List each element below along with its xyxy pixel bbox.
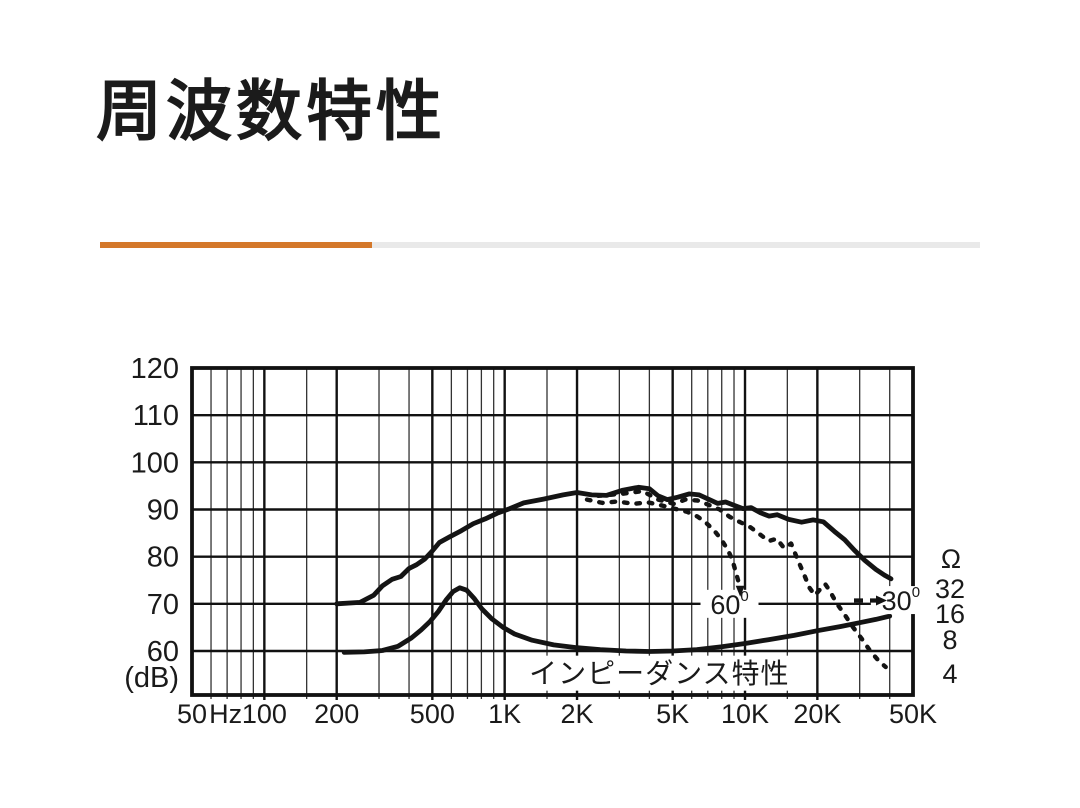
divider bbox=[100, 242, 980, 248]
ohm-axis-unit: Ω bbox=[941, 544, 961, 574]
x-tick-label: 20K bbox=[793, 699, 841, 729]
x-tick-label: 50K bbox=[889, 699, 937, 729]
y-tick-label: 70 bbox=[147, 589, 179, 621]
impedance-label-bg bbox=[527, 655, 792, 691]
x-tick-label: 1K bbox=[488, 699, 521, 729]
x-tick-label: 500 bbox=[410, 699, 455, 729]
deg30-arrow bbox=[876, 595, 887, 606]
y-tick-label: 60 bbox=[147, 636, 179, 668]
ohm-tick-label: 32 bbox=[935, 574, 965, 604]
plot-border bbox=[190, 366, 915, 697]
curve-60deg-response bbox=[584, 497, 743, 591]
ohm-tick-label: 4 bbox=[942, 659, 957, 689]
y-tick-label: 100 bbox=[131, 447, 179, 479]
y-tick-label: 80 bbox=[147, 542, 179, 574]
y-tick-label: 90 bbox=[147, 495, 179, 527]
y-tick-label: 120 bbox=[131, 353, 179, 385]
curve-30deg-response bbox=[596, 488, 888, 670]
x-tick-label: Hz bbox=[209, 699, 242, 729]
impedance-label: インピーダンス特性 bbox=[529, 657, 789, 690]
divider-track-segment bbox=[372, 242, 980, 248]
y-tick-label: 110 bbox=[133, 400, 179, 432]
ohm-tick-label: 8 bbox=[942, 625, 957, 655]
x-tick-label: 5K bbox=[656, 699, 689, 729]
deg60-arrow bbox=[735, 585, 745, 597]
deg60-label-bg bbox=[700, 589, 759, 618]
x-tick-label: 10K bbox=[721, 699, 769, 729]
divider-accent-segment bbox=[100, 242, 372, 248]
x-tick-label: 2K bbox=[561, 699, 594, 729]
chart-grid bbox=[190, 366, 915, 700]
curve-impedance bbox=[341, 585, 893, 655]
ohm-tick-label: 16 bbox=[935, 599, 965, 629]
page-title: 周波数特性 bbox=[96, 73, 446, 150]
x-tick-label: 50 bbox=[177, 699, 207, 729]
x-tick-label: 200 bbox=[314, 699, 359, 729]
deg30-label: 300 bbox=[882, 584, 920, 616]
y-axis-unit: (dB) bbox=[124, 662, 179, 694]
curve-on-axis-response bbox=[334, 484, 894, 607]
x-tick-label: 100 bbox=[242, 699, 287, 729]
